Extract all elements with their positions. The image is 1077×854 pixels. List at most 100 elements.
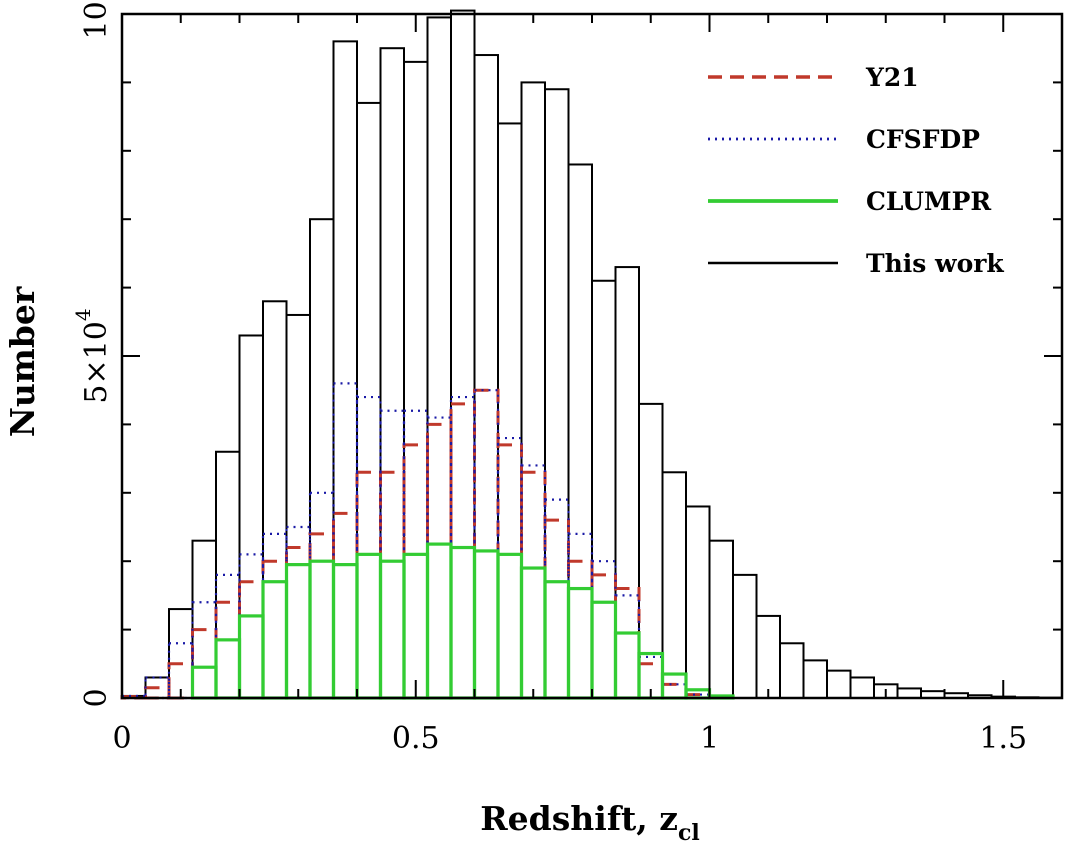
bar-clumpr [261, 580, 289, 700]
bar-cfsfdp [379, 409, 406, 700]
bar-this-work [238, 334, 264, 699]
tick-labels-layer: 0 0.5 1 1.5 0 5×104 105 [71, 0, 1027, 756]
bar-cfsfdp [238, 553, 265, 700]
bar-this-work [497, 122, 523, 699]
bar-y21 [285, 546, 312, 700]
bar-cfsfdp [261, 532, 288, 700]
x-axis-label: Redshift, zcl [480, 799, 700, 846]
bar-clumpr [613, 631, 641, 700]
x-tick-label: 1 [700, 721, 719, 756]
bar-y21 [144, 686, 171, 700]
bar-y21 [238, 580, 265, 700]
bar-this-work [191, 539, 217, 699]
bar-cfsfdp [661, 683, 688, 700]
bar-this-work [332, 40, 358, 700]
bar-clumpr [355, 552, 383, 700]
bar-y21 [379, 470, 406, 700]
bar-clumpr [214, 638, 242, 700]
x-tick-label: 1.5 [979, 721, 1027, 756]
bar-this-work [379, 47, 405, 699]
bar-clumpr [308, 559, 336, 700]
bar-this-work [168, 608, 194, 700]
bar-y21 [332, 511, 359, 700]
bar-cfsfdp [614, 594, 641, 700]
bar-this-work [544, 88, 570, 700]
bar-y21 [449, 402, 476, 700]
bar-y21 [214, 600, 241, 700]
bar-clumpr [472, 549, 500, 700]
bar-y21 [496, 443, 523, 700]
bar-clumpr [237, 614, 265, 700]
bar-this-work [309, 218, 335, 699]
bar-y21 [473, 388, 500, 700]
y-tick-label: 105 [71, 0, 114, 39]
bar-clumpr [543, 580, 571, 700]
bar-clumpr [284, 563, 312, 700]
bar-cfsfdp [332, 382, 359, 700]
bar-clumpr [660, 672, 688, 700]
y-axis-label: Number [3, 286, 42, 437]
bar-cfsfdp [520, 464, 547, 700]
bar-cfsfdp [496, 436, 523, 700]
bar-y21 [543, 518, 570, 700]
bar-this-work [708, 539, 734, 699]
x-tick-label: 0 [112, 721, 131, 756]
bar-clumpr [402, 552, 430, 700]
bar-this-work [849, 676, 875, 699]
bar-this-work [732, 573, 758, 700]
bar-this-work [591, 279, 617, 699]
bar-clumpr [496, 552, 524, 700]
legend: Y21 CFSFDP CLUMPR This work [708, 63, 1004, 278]
bar-cfsfdp [567, 532, 594, 700]
bar-this-work [520, 81, 546, 699]
bar-y21 [590, 573, 617, 700]
bar-y21 [355, 470, 382, 700]
x-tick-label: 0.5 [392, 721, 440, 756]
bar-cfsfdp [144, 676, 171, 700]
bar-clumpr [425, 542, 453, 700]
bar-this-work [403, 60, 429, 699]
bar-this-work [215, 450, 241, 700]
bar-cfsfdp [426, 416, 453, 700]
bar-this-work [826, 669, 852, 700]
bar-this-work [473, 54, 499, 700]
bar-y21 [426, 422, 453, 700]
bar-cfsfdp [214, 573, 241, 700]
bar-y21 [661, 682, 688, 700]
bar-clumpr [519, 566, 547, 700]
bar-this-work [802, 659, 828, 700]
bar-this-work [896, 687, 922, 700]
series-clumpr [190, 542, 735, 700]
legend-label: Y21 [865, 63, 919, 92]
bar-y21 [191, 628, 218, 700]
bar-this-work [567, 163, 593, 700]
legend-label: CLUMPR [866, 187, 991, 216]
bar-cfsfdp [543, 498, 570, 700]
bar-cfsfdp [473, 389, 500, 700]
bar-cfsfdp [355, 395, 382, 700]
bar-this-work [779, 642, 805, 700]
bar-clumpr [566, 586, 594, 700]
bar-this-work [685, 505, 711, 700]
bar-cfsfdp [590, 560, 617, 700]
plot-frame [120, 12, 1064, 700]
bar-y21 [614, 587, 641, 700]
bar-y21 [567, 559, 594, 700]
bar-clumpr [331, 563, 359, 700]
legend-label: This work [866, 249, 1004, 278]
bar-this-work [426, 16, 452, 700]
bar-this-work [262, 300, 288, 699]
bar-clumpr [378, 559, 406, 700]
bar-y21 [308, 532, 335, 700]
bar-y21 [402, 443, 429, 700]
bar-this-work [356, 101, 382, 700]
bar-this-work [661, 471, 687, 699]
bar-this-work [755, 614, 781, 699]
y-tick-label: 0 [79, 688, 114, 707]
legend-label: CFSFDP [866, 125, 980, 154]
y-tick-label: 5×104 [71, 308, 114, 403]
bar-clumpr [449, 545, 477, 700]
bar-clumpr [590, 600, 618, 700]
bars-layer [120, 9, 1063, 700]
